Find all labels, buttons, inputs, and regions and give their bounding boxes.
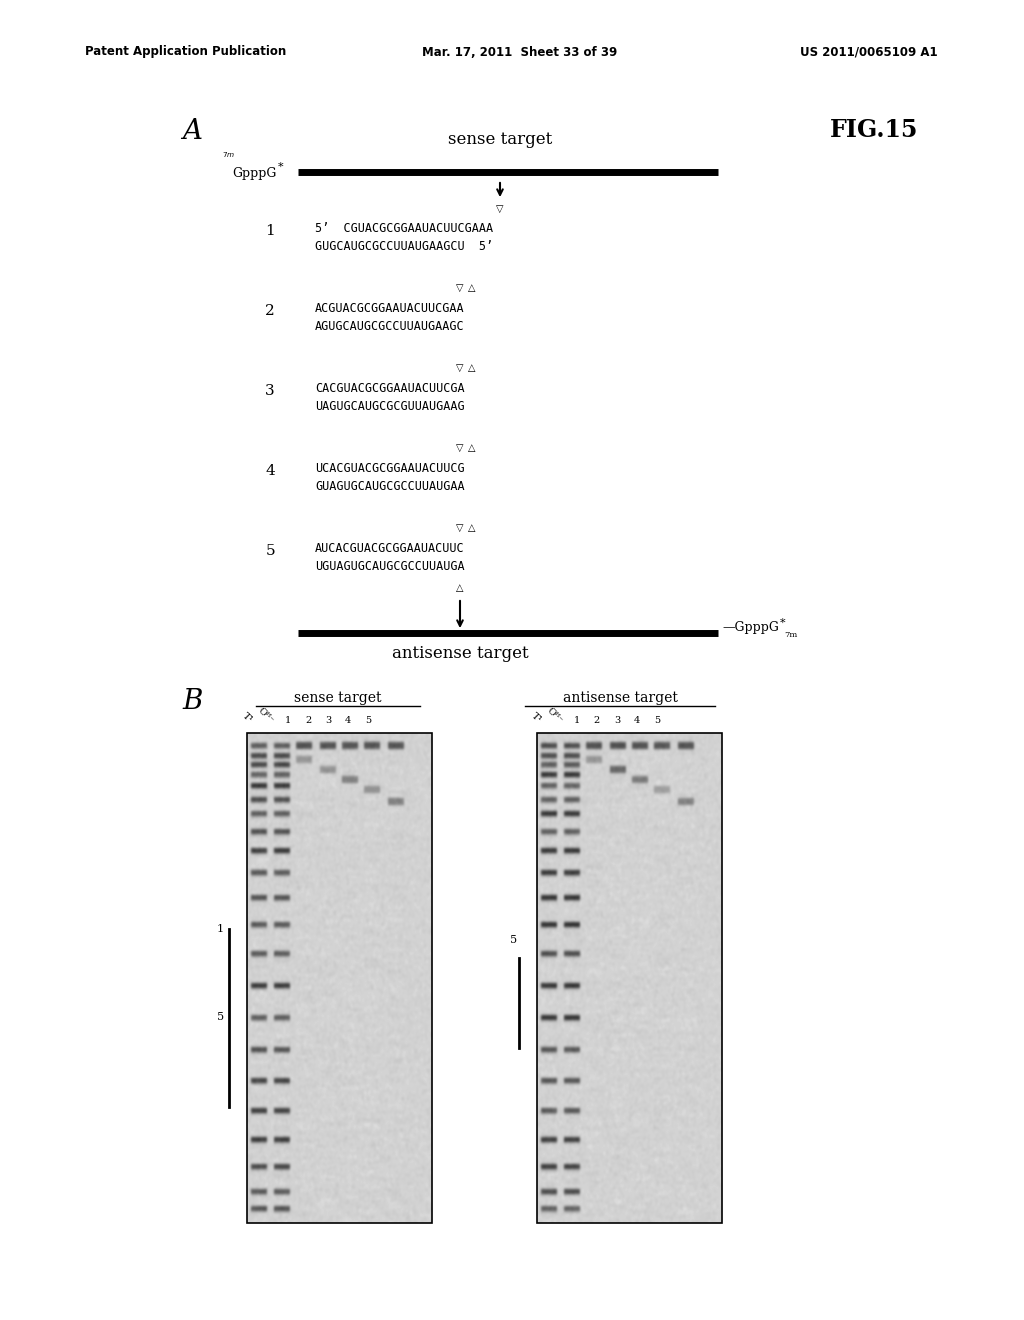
Text: GUAGUGCAUGCGCCUUAUGAA: GUAGUGCAUGCGCCUUAUGAA: [315, 480, 465, 492]
Bar: [537, 733, 722, 1224]
Text: 5: 5: [654, 715, 660, 725]
Text: ▽: ▽: [457, 523, 464, 533]
Text: antisense target: antisense target: [392, 645, 528, 663]
Text: △: △: [468, 444, 476, 453]
Text: 4: 4: [634, 715, 640, 725]
Text: UCACGUACGCGGAAUACUUCG: UCACGUACGCGGAAUACUUCG: [315, 462, 465, 475]
Text: 2: 2: [265, 304, 275, 318]
Text: sense target: sense target: [447, 131, 552, 148]
Text: 1: 1: [573, 715, 581, 725]
Text: 1: 1: [265, 224, 275, 238]
Text: UAGUGCAUGCGCGUUAUGAAG: UAGUGCAUGCGCGUUAUGAAG: [315, 400, 465, 413]
Text: UGUAGUGCAUGCGCCUUAUGA: UGUAGUGCAUGCGCCUUAUGA: [315, 560, 465, 573]
Text: △: △: [468, 282, 476, 293]
Bar: [247, 733, 432, 1224]
Text: 5: 5: [265, 544, 275, 558]
Text: ▽: ▽: [457, 282, 464, 293]
Text: AUCACGUACGCGGAAUACUUC: AUCACGUACGCGGAAUACUUC: [315, 543, 465, 554]
Text: Oᴴ⁻: Oᴴ⁻: [256, 706, 275, 725]
Text: sense target: sense target: [294, 690, 382, 705]
Text: △: △: [468, 523, 476, 533]
Text: ▽: ▽: [457, 444, 464, 453]
Text: CACGUACGCGGAAUACUUCGA: CACGUACGCGGAAUACUUCGA: [315, 381, 465, 395]
Text: ▽: ▽: [497, 205, 504, 214]
Text: 5’  CGUACGCGGAAUACUUCGAAA: 5’ CGUACGCGGAAUACUUCGAAA: [315, 222, 494, 235]
Text: 2: 2: [594, 715, 600, 725]
Text: Patent Application Publication: Patent Application Publication: [85, 45, 287, 58]
Text: Mar. 17, 2011  Sheet 33 of 39: Mar. 17, 2011 Sheet 33 of 39: [422, 45, 617, 58]
Text: GpppG: GpppG: [232, 166, 276, 180]
Text: *: *: [278, 162, 284, 172]
Text: 2: 2: [305, 715, 311, 725]
Text: B: B: [182, 688, 203, 715]
Text: *: *: [780, 618, 785, 628]
Text: AGUGCAUGCGCCUUAUGAAGC: AGUGCAUGCGCCUUAUGAAGC: [315, 319, 465, 333]
Text: 5: 5: [510, 936, 517, 945]
Text: 5: 5: [217, 1012, 224, 1022]
Text: ▽: ▽: [457, 363, 464, 374]
Text: 4: 4: [265, 465, 275, 478]
Text: 7m: 7m: [784, 631, 798, 639]
Text: —GpppG: —GpppG: [722, 622, 779, 635]
Text: T¹: T¹: [240, 711, 254, 725]
Text: FIG.15: FIG.15: [830, 117, 919, 143]
Text: A: A: [182, 117, 202, 145]
Text: T¹: T¹: [529, 711, 543, 725]
Text: 1: 1: [285, 715, 291, 725]
Text: antisense target: antisense target: [562, 690, 678, 705]
Text: Oᴴ⁻: Oᴴ⁻: [546, 706, 564, 725]
Text: △: △: [457, 583, 464, 593]
Text: △: △: [468, 363, 476, 374]
Text: 3: 3: [613, 715, 621, 725]
Text: ACGUACGCGGAAUACUUCGAA: ACGUACGCGGAAUACUUCGAA: [315, 302, 465, 315]
Text: 3: 3: [325, 715, 331, 725]
Text: $^{7m}$: $^{7m}$: [222, 153, 234, 162]
Text: 5: 5: [365, 715, 371, 725]
Text: GUGCAUGCGCCUUAUGAAGCU  5’: GUGCAUGCGCCUUAUGAAGCU 5’: [315, 240, 494, 253]
Text: 1: 1: [217, 924, 224, 935]
Text: US 2011/0065109 A1: US 2011/0065109 A1: [800, 45, 938, 58]
Text: 4: 4: [345, 715, 351, 725]
Text: 3: 3: [265, 384, 275, 399]
